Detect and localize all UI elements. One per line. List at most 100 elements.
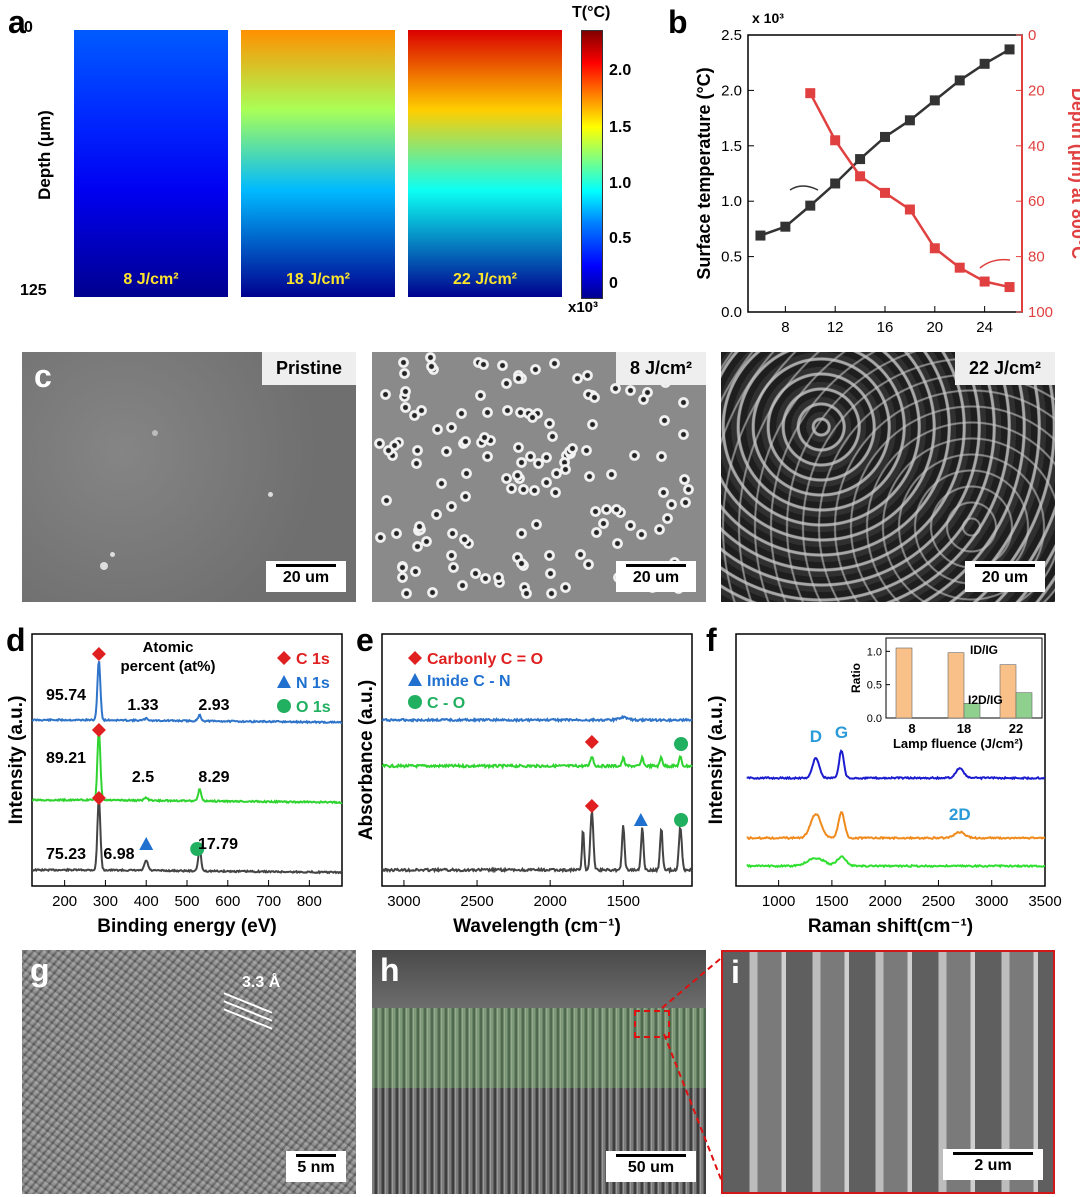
inset-bar <box>1015 692 1033 719</box>
pore <box>379 388 391 400</box>
triangle-marker <box>633 813 648 826</box>
peak-value-label: 1.33 <box>127 697 158 714</box>
pore <box>532 457 544 469</box>
pore <box>549 357 561 369</box>
inset-legend-label: I2D/IG <box>968 693 1003 707</box>
pore <box>515 557 527 569</box>
legend-label: C - O <box>427 695 465 712</box>
inset-x-tick-label: 22 <box>1009 721 1023 736</box>
pore <box>460 491 472 503</box>
pore <box>484 435 496 447</box>
pore <box>501 377 513 389</box>
pore <box>641 386 653 398</box>
peak-value-label: 2.93 <box>198 697 229 714</box>
pore <box>501 405 513 417</box>
pore <box>411 444 423 456</box>
data-point <box>1004 282 1015 293</box>
pore <box>524 450 536 462</box>
pore <box>528 485 540 497</box>
pore <box>397 572 409 584</box>
inset-x-tick-label: 8 <box>908 721 915 736</box>
spectrum-line <box>31 730 343 805</box>
spectrum-line <box>381 754 693 770</box>
pore <box>475 437 487 449</box>
x-tick-label: 300 <box>93 893 118 910</box>
pore <box>408 410 420 422</box>
data-point <box>904 204 915 215</box>
colorbar-tick: 1.5 <box>609 119 632 136</box>
triangle-marker <box>139 837 154 850</box>
peak-value-label: 17.79 <box>198 836 238 853</box>
pore <box>500 473 512 485</box>
pore <box>399 385 411 397</box>
pore <box>512 441 524 453</box>
pore <box>425 360 437 372</box>
pore <box>482 451 494 463</box>
data-point <box>954 262 965 273</box>
pore <box>601 504 613 516</box>
legend-label: Imide C - N <box>427 673 511 690</box>
pore <box>513 372 525 384</box>
pore <box>482 407 494 419</box>
pore <box>527 411 539 423</box>
pore <box>400 587 412 599</box>
peak-value-label: 6.98 <box>103 846 134 863</box>
x-axis-label: Raman shift(cm⁻¹) <box>808 916 973 937</box>
heatmap-label: 18 J/cm² <box>285 271 351 288</box>
inset-bar <box>963 703 981 719</box>
pore <box>414 520 426 532</box>
triangle-marker <box>277 675 291 688</box>
x-tick-label: 20 <box>926 319 943 336</box>
peak-value-label: 75.23 <box>46 846 86 863</box>
peak-value-label: 95.74 <box>46 687 86 704</box>
y2-tick-label: 80 <box>1028 249 1045 266</box>
x-tick-label: 2500 <box>922 893 955 910</box>
data-point <box>904 115 915 126</box>
pore <box>575 549 587 561</box>
circle-marker <box>408 695 422 709</box>
spectrum-line <box>381 714 692 724</box>
data-point <box>929 95 940 106</box>
chart-e: 3000 2500 2000 1500 Wavelength (cm⁻¹) Absorba… <box>356 633 693 937</box>
particle <box>100 562 108 570</box>
pore <box>530 364 542 376</box>
x-tick-label: 2000 <box>868 893 901 910</box>
pore <box>628 450 640 462</box>
pore <box>679 474 691 486</box>
pore <box>391 528 403 540</box>
spectrum-line <box>746 749 1046 781</box>
pore <box>410 457 422 469</box>
spectrum-line <box>31 661 343 725</box>
pore <box>636 528 648 540</box>
chart-b: 8121620240.00.51.01.52.02.5020406080100L… <box>694 10 1080 336</box>
panel-label-f: f <box>706 622 717 658</box>
pore <box>571 372 583 384</box>
pore <box>496 359 508 371</box>
scale-bar: 20 um <box>616 561 696 592</box>
zoom-region-box <box>634 1010 670 1038</box>
x-tick-label: 400 <box>134 893 159 910</box>
x-tick-label: 500 <box>174 893 199 910</box>
pore <box>399 402 411 414</box>
sem-pristine: Pristine 20 um <box>22 352 356 602</box>
annotation-title: Atomic <box>143 639 194 656</box>
legend-label: C 1s <box>296 651 330 668</box>
data-point <box>805 200 816 211</box>
x-tick-label: 200 <box>52 893 77 910</box>
pore <box>543 418 555 430</box>
diamond-marker <box>91 723 106 737</box>
diamond-marker <box>277 651 291 665</box>
triangle-marker <box>408 673 422 686</box>
panel-label-b: b <box>668 4 688 40</box>
pore <box>430 508 442 520</box>
heatmap-label: 8 J/cm² <box>123 271 179 288</box>
particle <box>152 430 158 436</box>
circle-marker <box>190 842 205 856</box>
sem-label: 8 J/cm² <box>615 352 706 385</box>
pore <box>514 407 526 419</box>
pore <box>540 477 552 489</box>
panel-label-i: i <box>731 954 740 990</box>
pore <box>588 392 600 404</box>
data-point <box>855 154 866 165</box>
pore <box>551 467 563 479</box>
